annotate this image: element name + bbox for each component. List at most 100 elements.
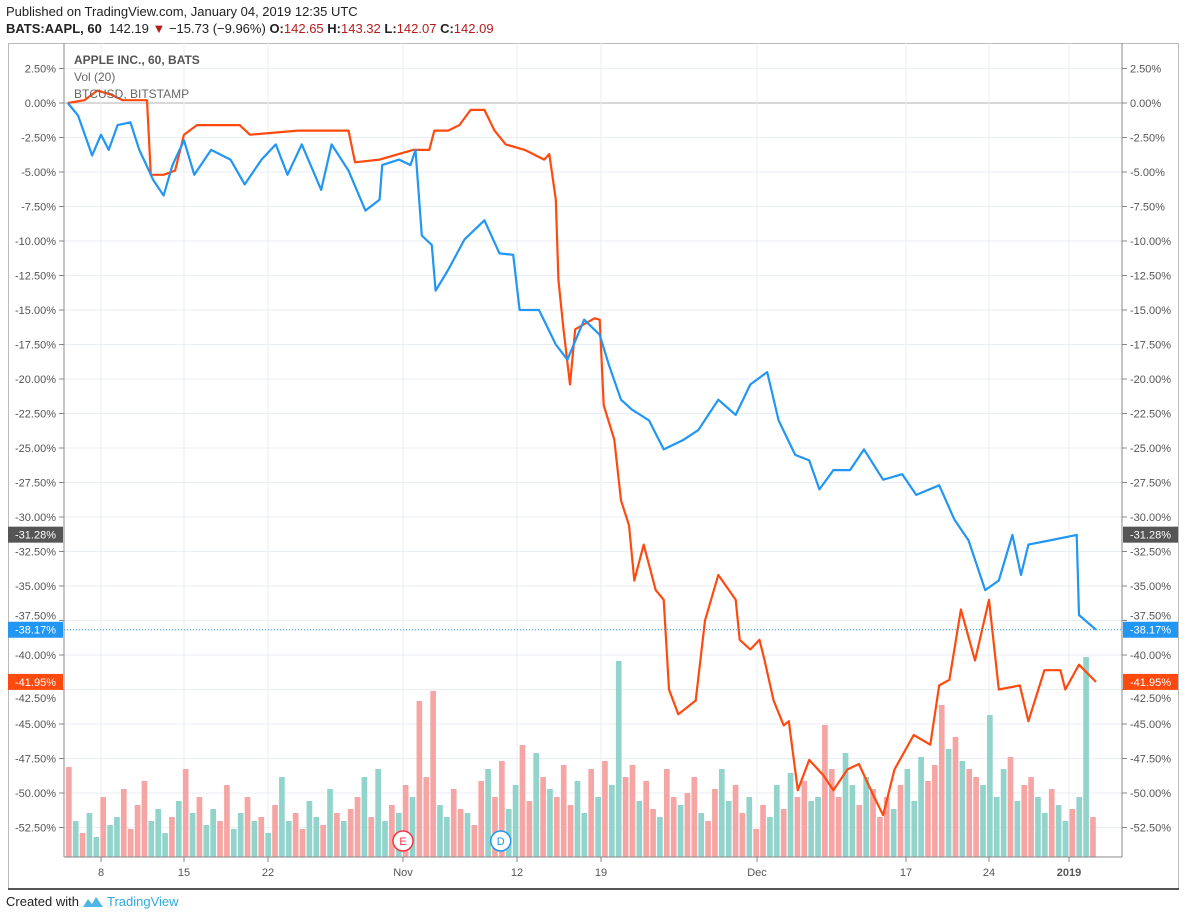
event-label: D [497,836,505,848]
volume-bar [952,737,959,857]
volume-bar [780,809,787,857]
volume-bar [794,797,801,857]
volume-bar [66,767,72,857]
volume-bar [114,817,120,857]
volume-bar [1083,657,1089,857]
volume-bar [347,809,354,857]
volume-bar [141,781,148,857]
volume-bar [354,797,361,857]
volume-bar [244,797,251,857]
y-axis-label-left: -12.50% [15,271,56,283]
volume-bar [265,833,271,857]
volume-bar [547,789,553,857]
volume-bar [79,833,86,857]
y-axis-label-left: -45.00% [15,719,56,731]
low-label: L: [384,21,397,36]
volume-bar [828,769,835,857]
volume-bar [1090,817,1096,857]
y-axis-label-right: -32.50% [1130,547,1171,559]
legend-compare[interactable]: BTCUSD, BITSTAMP [74,87,189,101]
symbol-name: BATS:AAPL, 60 [6,21,102,36]
y-axis-label-left: -17.50% [15,340,56,352]
volume-bar [581,813,588,857]
y-axis-label-right: -42.50% [1130,693,1171,705]
volume-bar [643,781,650,857]
published-info: Published on TradingView.com, January 04… [6,4,358,19]
volume-bar [615,661,622,857]
y-axis-label-left: -32.50% [15,547,56,559]
close-label: C: [440,21,454,36]
volume-bar [72,821,79,857]
volume-bar [175,801,182,857]
volume-bar [162,833,168,857]
footer: Created with TradingView [6,894,179,909]
last-value-badge-aapl-bg [1123,621,1178,638]
volume-bar [602,761,608,857]
x-axis-label: Nov [393,867,413,879]
volume-bar [622,777,629,857]
volume-bar [100,797,107,857]
volume-bar [636,801,643,857]
y-axis-label-right: -10.00% [1130,236,1171,248]
volume-bar [588,769,595,857]
volume-bar [877,817,883,857]
volume-bar [801,781,808,857]
volume-bar [1000,769,1007,857]
volume-bar [705,821,711,857]
volume-bar [863,777,869,857]
volume-bar [416,701,423,857]
last-value-badge-aapl-bg [8,621,63,638]
volume-bar [911,801,918,857]
volume-bar [959,761,966,857]
legend-main[interactable]: APPLE INC., 60, BATS [74,53,200,67]
y-axis-label-right: -25.00% [1130,443,1171,455]
volume-bar [368,817,375,857]
volume-bar [849,785,856,857]
y-axis-label-right: -15.00% [1130,305,1171,317]
last-value-badge-aapl: -38.17% [1130,625,1171,637]
high-label: H: [327,21,341,36]
legend-volume[interactable]: Vol (20) [74,70,115,84]
x-axis-label: 19 [595,867,607,879]
y-axis-label-left: -20.00% [15,374,56,386]
y-axis-label-right: -40.00% [1130,650,1171,662]
volume-bar [457,809,464,857]
y-axis-label-right: -20.00% [1130,374,1171,386]
series-lines [64,89,1122,817]
volume-bar [567,805,574,857]
volume-bar [272,805,278,857]
tradingview-brand-link[interactable]: TradingView [106,894,179,909]
series-line-btc [67,89,1097,817]
volume-bar [169,817,175,857]
volume-bar [835,797,842,857]
volume-bar [815,797,821,857]
volume-bar [554,797,560,857]
volume-bar [1042,813,1048,857]
y-axis-label-left: -35.00% [15,581,56,593]
y-axis-label-right: -37.50% [1130,611,1171,623]
open-label: O: [269,21,284,36]
volume-bar [1062,821,1069,857]
volume-bar [808,801,814,857]
x-axis-label: 22 [262,867,274,879]
volume-bar [444,817,450,857]
volume-bar [327,789,333,857]
volume-bar [251,821,258,857]
y-axis-label-right: -52.50% [1130,823,1171,835]
volume-bar [1069,809,1076,857]
volume-bar [375,769,381,857]
volume-bar [389,805,395,857]
volume-bar [540,777,546,857]
volume-bar [897,785,904,857]
volume-bar [663,769,670,857]
volume-bar [519,745,526,857]
volume-bar [334,813,340,857]
volume-bar [650,809,656,857]
open-value: 142.65 [283,21,324,36]
y-axis-label-left: -15.00% [15,305,56,317]
volume-bar [237,813,244,857]
volume-bar [340,821,347,857]
volume-bar [430,691,436,857]
volume-bar [93,837,100,857]
